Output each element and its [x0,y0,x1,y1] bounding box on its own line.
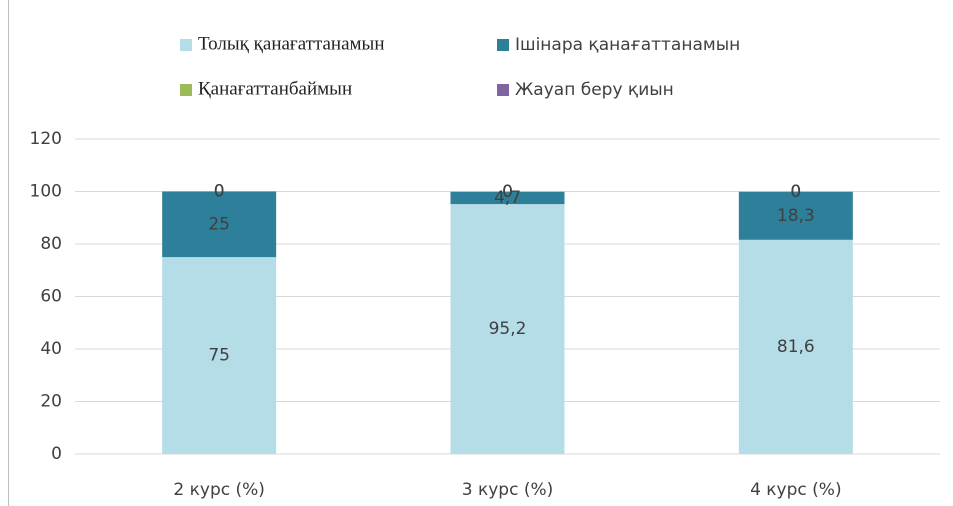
y-tick-label: 120 [30,129,62,149]
y-tick-label: 60 [40,287,62,307]
data-label: 25 [208,214,230,234]
legend-label: Толық қанағаттанамын [198,33,384,54]
data-label: 0 [214,182,225,202]
y-tick-label: 20 [40,392,62,412]
y-tick-label: 40 [40,339,62,359]
bar-segment [162,191,277,258]
legend-swatch [180,84,192,96]
y-tick-label: 80 [40,234,62,254]
legend-label: Жауап беру қиын [515,80,674,100]
data-label: 75 [208,346,230,366]
x-tick-label: 3 курс (%) [462,480,554,500]
y-tick-label: 0 [51,444,62,464]
y-tick-label: 100 [30,182,62,202]
data-label: 0 [214,182,225,202]
bar-segment [162,257,277,454]
data-label: 0 [790,182,801,202]
bar-segment [738,239,853,454]
x-tick-label: 4 курс (%) [750,480,842,500]
data-label: 0 [502,182,513,202]
data-label: 95,2 [489,319,527,339]
bar-segment [738,191,853,240]
legend-swatch [497,39,509,51]
data-label: 0 [790,182,801,202]
legend-swatch [180,39,192,51]
bar-segment [450,191,565,205]
bar-segment [450,204,565,454]
x-tick-label: 2 курс (%) [173,480,265,500]
legend-label: Қанағаттанбаймын [198,78,352,99]
legend-swatch [497,84,509,96]
data-label: 4,7 [494,188,521,208]
data-label: 18,3 [777,206,815,226]
data-label: 0 [502,182,513,202]
data-label: 81,6 [777,337,815,357]
legend-label: Ішінара қанағаттанамын [515,35,740,55]
